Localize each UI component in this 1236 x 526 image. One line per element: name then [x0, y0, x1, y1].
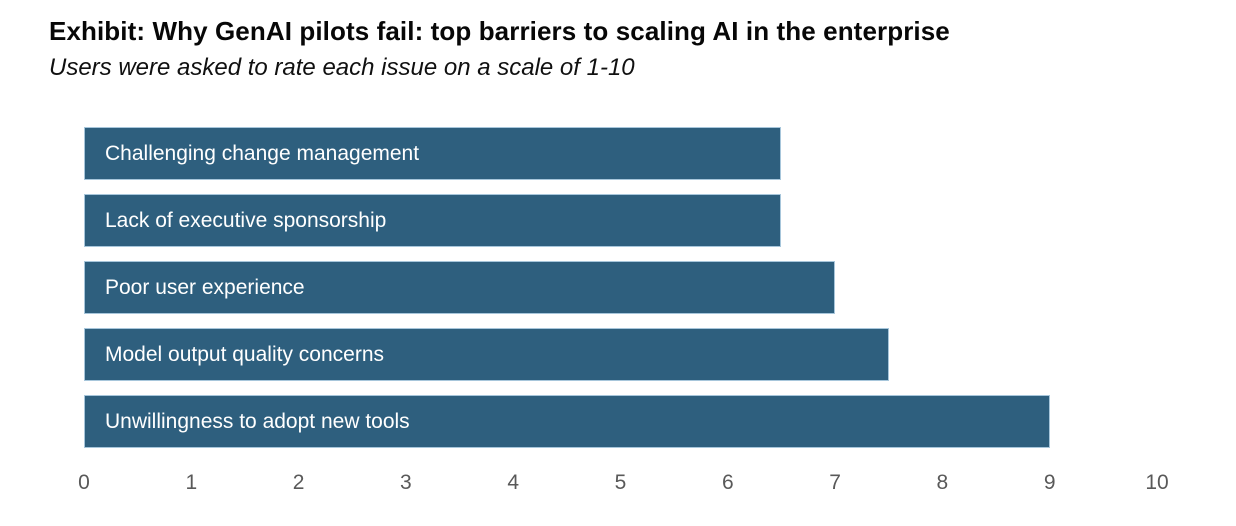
bar-row: Model output quality concerns	[84, 328, 1157, 381]
chart-subtitle: Users were asked to rate each issue on a…	[49, 54, 635, 82]
x-axis-tick-label: 10	[1145, 471, 1169, 494]
x-axis-tick-label: 2	[292, 471, 305, 494]
bar: Unwillingness to adopt new tools	[84, 395, 1050, 448]
x-axis-tick-label: 9	[1043, 471, 1056, 494]
bar-row: Unwillingness to adopt new tools	[84, 395, 1157, 448]
x-axis-tick-label: 5	[614, 471, 627, 494]
x-axis-tick-label: 3	[400, 471, 412, 494]
bar-label: Poor user experience	[105, 275, 305, 299]
bar-label: Lack of executive sponsorship	[105, 208, 387, 232]
x-axis-tick-label: 8	[936, 471, 949, 494]
bar-label: Challenging change management	[105, 141, 420, 165]
bar: Model output quality concerns	[84, 328, 889, 381]
bar-row: Lack of executive sponsorship	[84, 194, 1157, 247]
chart-header: Exhibit: Why GenAI pilots fail: top barr…	[49, 16, 950, 82]
bar: Poor user experience	[84, 261, 836, 314]
bar-label: Model output quality concerns	[105, 342, 384, 366]
bar: Challenging change management	[84, 127, 782, 180]
x-axis: 0 1 2 3 4 5 6 7 8 9 10	[78, 471, 1169, 499]
bar-label: Unwillingness to adopt new tools	[105, 409, 410, 433]
x-axis-tick-label: 0	[78, 471, 90, 494]
bar-row: Challenging change management	[84, 127, 1157, 180]
bar: Lack of executive sponsorship	[84, 194, 782, 247]
bar-plot: Challenging change management Lack of exe…	[84, 127, 1157, 448]
x-axis-tick-label: 7	[829, 471, 841, 494]
chart-title: Exhibit: Why GenAI pilots fail: top barr…	[49, 16, 950, 46]
bar-row: Poor user experience	[84, 261, 1157, 314]
x-axis-tick-label: 6	[721, 471, 734, 494]
x-axis-tick-label: 4	[507, 471, 520, 494]
x-axis-tick-label: 1	[185, 471, 198, 494]
